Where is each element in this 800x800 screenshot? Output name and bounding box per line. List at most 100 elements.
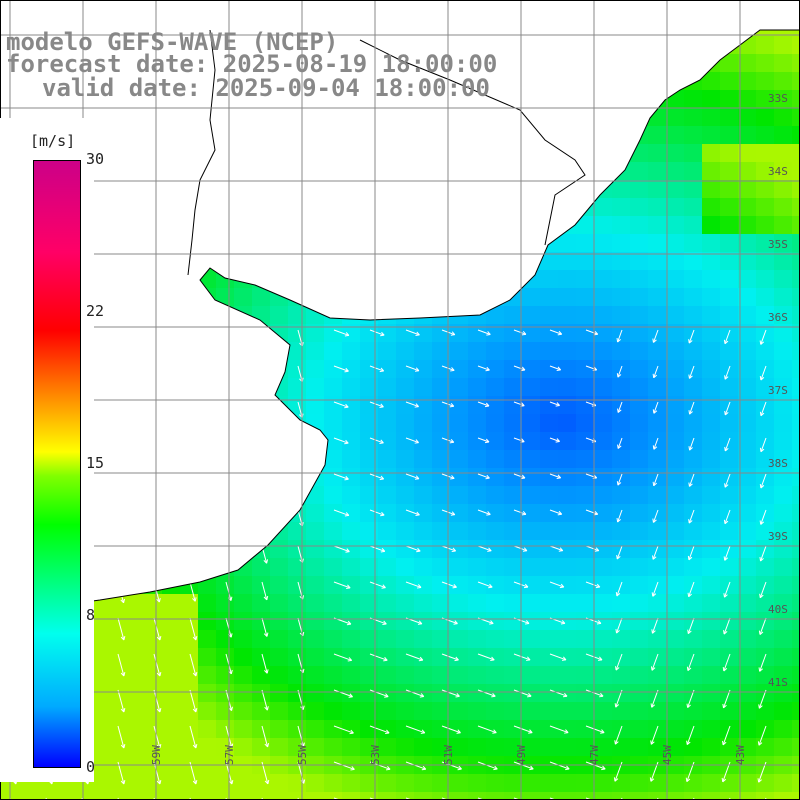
speed-cell bbox=[648, 594, 667, 613]
speed-cell bbox=[414, 738, 433, 757]
speed-cell bbox=[666, 306, 685, 325]
speed-cell bbox=[342, 396, 361, 415]
speed-cell bbox=[144, 648, 163, 667]
speed-cell bbox=[648, 486, 667, 505]
wind-arrow bbox=[441, 581, 457, 589]
wind-arrow bbox=[759, 401, 767, 417]
speed-cell bbox=[774, 108, 793, 127]
speed-cell bbox=[450, 630, 469, 649]
speed-cell bbox=[594, 666, 613, 685]
speed-cell bbox=[234, 612, 253, 631]
speed-cell bbox=[774, 360, 793, 379]
speed-cell bbox=[630, 558, 649, 577]
wind-arrow bbox=[333, 509, 350, 517]
speed-cell bbox=[486, 558, 505, 577]
speed-cell bbox=[666, 198, 685, 217]
speed-cell bbox=[270, 738, 289, 757]
speed-cell bbox=[144, 792, 163, 800]
speed-cell bbox=[504, 414, 523, 433]
speed-cell bbox=[234, 738, 253, 757]
speed-cell bbox=[252, 684, 271, 703]
speed-cell bbox=[450, 342, 469, 361]
speed-cell bbox=[774, 414, 793, 433]
speed-cell bbox=[306, 648, 325, 667]
speed-cell bbox=[684, 234, 703, 253]
speed-cell bbox=[630, 720, 649, 739]
speed-cell bbox=[162, 774, 181, 793]
wind-arrow bbox=[369, 653, 388, 662]
speed-cell bbox=[702, 630, 721, 649]
speed-cell bbox=[702, 486, 721, 505]
speed-cell bbox=[648, 414, 667, 433]
speed-cell bbox=[720, 432, 739, 451]
speed-cell bbox=[126, 666, 145, 685]
speed-cell bbox=[648, 792, 667, 800]
speed-cell bbox=[288, 720, 307, 739]
speed-cell bbox=[702, 216, 721, 235]
speed-cell bbox=[612, 396, 631, 415]
speed-cell bbox=[684, 468, 703, 487]
speed-cell bbox=[756, 486, 775, 505]
colorbar-tick-15: 15 bbox=[86, 454, 105, 472]
speed-cell bbox=[576, 738, 595, 757]
speed-cell bbox=[630, 414, 649, 433]
wind-arrow bbox=[333, 581, 351, 589]
speed-cell bbox=[702, 288, 721, 307]
wind-arrow bbox=[724, 401, 731, 416]
speed-cell bbox=[468, 594, 487, 613]
wind-arrow bbox=[615, 617, 623, 634]
speed-cell bbox=[612, 522, 631, 541]
speed-cell bbox=[450, 576, 469, 595]
speed-cell bbox=[792, 90, 800, 109]
wind-arrow bbox=[369, 473, 385, 481]
speed-cell bbox=[522, 342, 541, 361]
speed-cell bbox=[702, 720, 721, 739]
speed-cell bbox=[558, 774, 577, 793]
wind-arrow bbox=[189, 689, 198, 713]
speed-cell bbox=[324, 468, 343, 487]
lon-label: 59W bbox=[150, 745, 163, 765]
wind-arrow bbox=[614, 689, 623, 708]
wind-arrow bbox=[477, 473, 490, 480]
speed-cell bbox=[648, 126, 667, 145]
speed-cell bbox=[666, 522, 685, 541]
speed-cell bbox=[342, 648, 361, 667]
speed-cell bbox=[270, 540, 289, 559]
speed-cell bbox=[108, 792, 127, 800]
grid-labels: 63W61W59W57W55W53W51W49W47W45W43W41W33S3… bbox=[4, 92, 788, 765]
wind-arrow bbox=[153, 725, 162, 749]
wind-arrow bbox=[687, 617, 695, 635]
speed-cell bbox=[378, 342, 397, 361]
speed-cell bbox=[486, 738, 505, 757]
speed-cell bbox=[360, 648, 379, 667]
wind-arrow bbox=[723, 617, 731, 635]
speed-cell bbox=[792, 54, 800, 73]
wind-arrow bbox=[688, 365, 695, 379]
speed-cell bbox=[504, 396, 523, 415]
wind-arrow bbox=[513, 725, 533, 734]
speed-cell bbox=[756, 738, 775, 757]
speed-cell bbox=[360, 432, 379, 451]
speed-cell bbox=[576, 306, 595, 325]
speed-cell bbox=[666, 684, 685, 703]
forecast-date: forecast date: 2025-08-19 18:00:00 bbox=[6, 50, 498, 78]
speed-cell bbox=[594, 216, 613, 235]
speed-cell bbox=[612, 342, 631, 361]
speed-cell bbox=[720, 72, 739, 91]
speed-cell bbox=[774, 144, 793, 163]
speed-cell bbox=[396, 666, 415, 685]
wind-arrow bbox=[688, 509, 695, 524]
speed-cell bbox=[702, 144, 721, 163]
speed-cell bbox=[630, 648, 649, 667]
speed-cell bbox=[684, 216, 703, 235]
speed-cell bbox=[306, 792, 325, 800]
speed-cell bbox=[756, 360, 775, 379]
speed-cell bbox=[468, 486, 487, 505]
speed-cell bbox=[558, 576, 577, 595]
speed-cell bbox=[792, 450, 800, 469]
speed-cell bbox=[594, 684, 613, 703]
speed-cell bbox=[774, 54, 793, 73]
speed-cell bbox=[414, 414, 433, 433]
speed-cell bbox=[774, 558, 793, 577]
speed-cell bbox=[270, 306, 289, 325]
